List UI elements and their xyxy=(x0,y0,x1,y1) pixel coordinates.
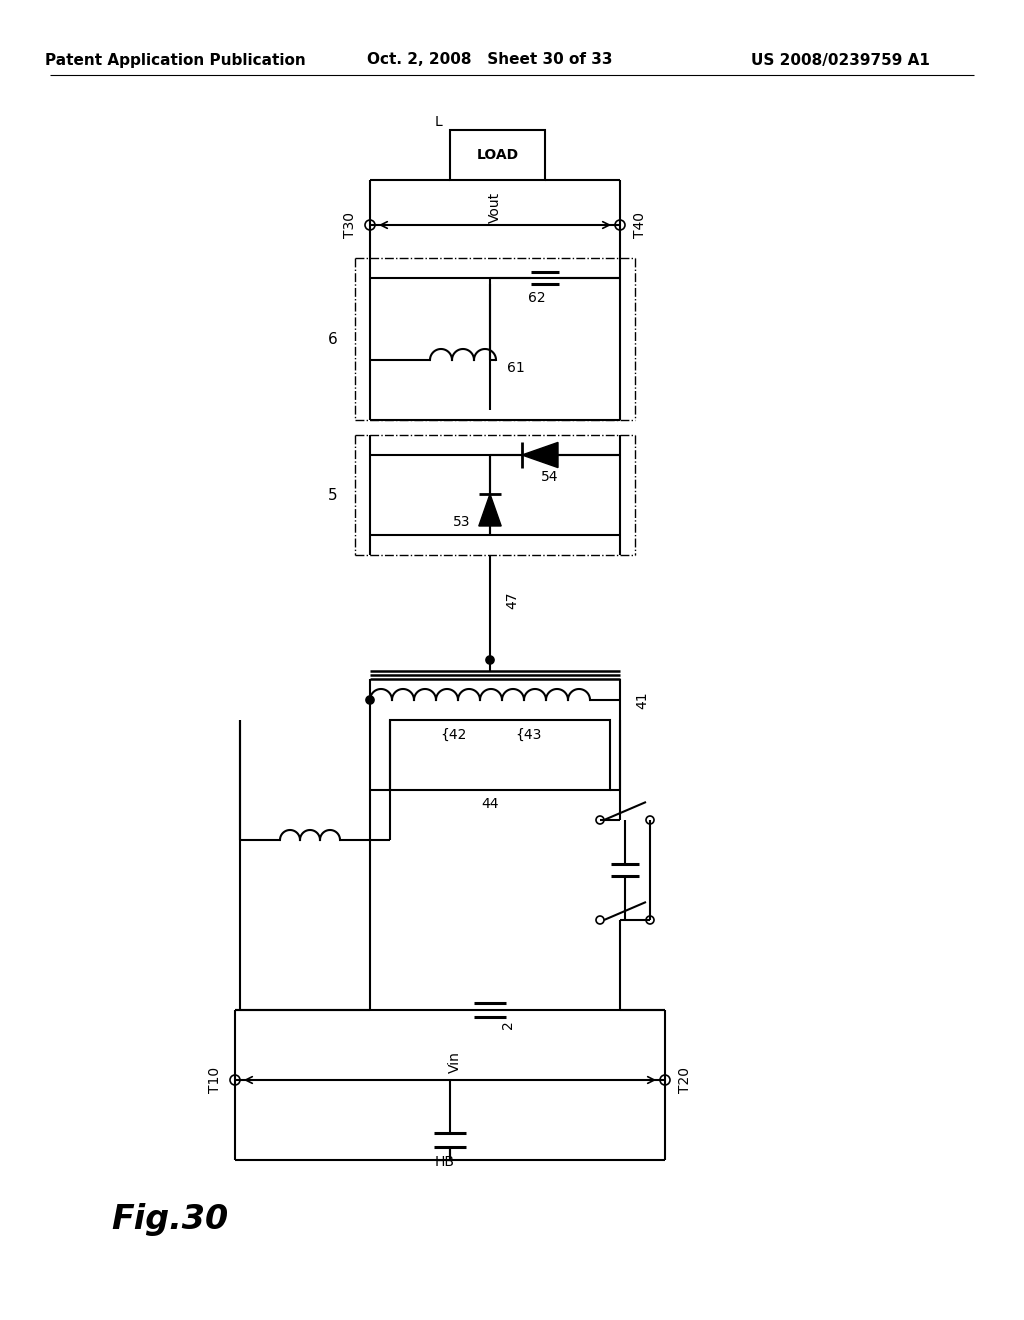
Text: {43: {43 xyxy=(515,729,542,742)
Text: 53: 53 xyxy=(454,515,471,529)
Text: Patent Application Publication: Patent Application Publication xyxy=(45,53,305,67)
Text: L: L xyxy=(434,115,442,129)
Bar xyxy=(450,129,545,180)
Text: HB: HB xyxy=(435,1155,455,1170)
Text: T10: T10 xyxy=(208,1067,222,1093)
Text: Oct. 2, 2008   Sheet 30 of 33: Oct. 2, 2008 Sheet 30 of 33 xyxy=(368,53,612,67)
Text: 61: 61 xyxy=(507,360,525,375)
Text: 47: 47 xyxy=(505,591,519,609)
Text: T30: T30 xyxy=(343,213,357,238)
Text: 2: 2 xyxy=(501,1020,515,1030)
Text: Vin: Vin xyxy=(449,1051,462,1073)
Text: 62: 62 xyxy=(528,290,546,305)
Circle shape xyxy=(366,696,374,704)
Circle shape xyxy=(486,656,494,664)
Text: US 2008/0239759 A1: US 2008/0239759 A1 xyxy=(751,53,930,67)
Polygon shape xyxy=(522,442,558,467)
Text: LOAD: LOAD xyxy=(476,148,518,162)
Text: T20: T20 xyxy=(678,1067,692,1093)
Text: 5: 5 xyxy=(328,487,338,503)
Text: 6: 6 xyxy=(328,331,338,346)
Text: T40: T40 xyxy=(633,213,647,238)
Text: Fig.30: Fig.30 xyxy=(112,1204,228,1237)
Polygon shape xyxy=(479,494,501,525)
Bar xyxy=(390,719,610,789)
Text: Vout: Vout xyxy=(488,191,502,223)
Text: 41: 41 xyxy=(635,692,649,709)
Text: 44: 44 xyxy=(481,797,499,810)
Text: {42: {42 xyxy=(440,729,466,742)
Text: 54: 54 xyxy=(542,470,559,484)
